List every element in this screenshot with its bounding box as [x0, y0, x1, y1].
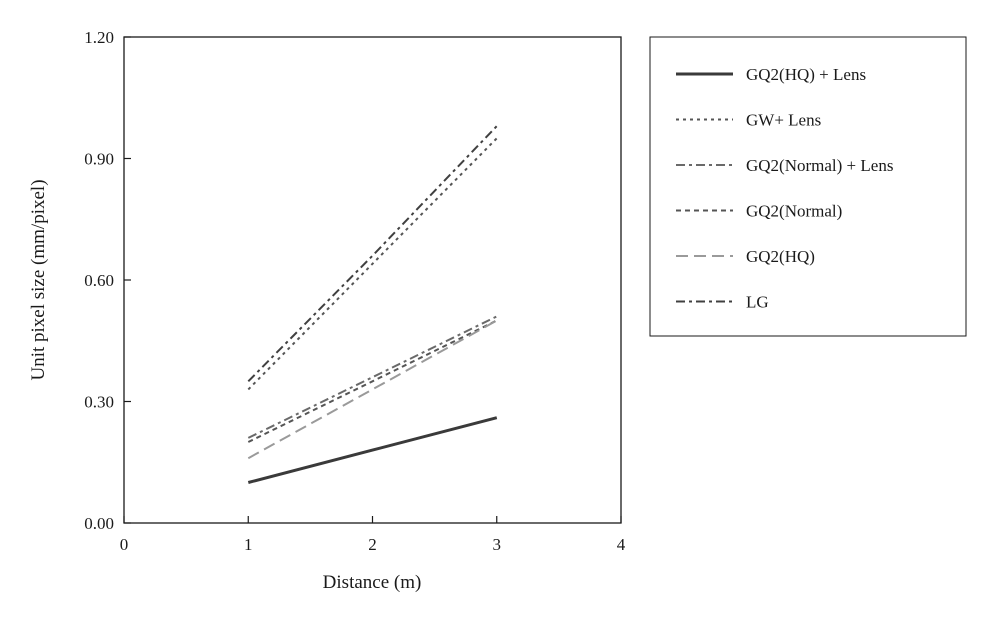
series-lines	[247, 125, 498, 484]
x-tick-label: 1	[244, 535, 253, 554]
y-tick-label: 1.20	[84, 28, 114, 47]
x-tick-label: 2	[368, 535, 377, 554]
legend-label: GQ2(HQ) + Lens	[746, 65, 866, 84]
y-axis-ticks: 0.00 0.30 0.60 0.90 1.20	[84, 28, 131, 533]
y-tick-label: 0.90	[84, 150, 114, 169]
series-line-1	[247, 416, 498, 484]
series-line-4	[247, 319, 498, 443]
y-tick-label: 0.00	[84, 514, 114, 533]
x-tick-label: 3	[493, 535, 502, 554]
x-tick-label: 4	[617, 535, 626, 554]
y-tick-label: 0.30	[84, 393, 114, 412]
legend-label: LG	[746, 293, 769, 312]
x-axis-ticks: 0 1 2 3 4	[120, 516, 626, 554]
y-axis-title: Unit pixel size (mm/pixel)	[28, 179, 49, 380]
legend-box	[649, 36, 967, 337]
series-line-2	[247, 137, 498, 391]
legend-label: GQ2(Normal)	[746, 202, 842, 221]
legend: GQ2(HQ) + Lens GW+ Lens GQ2(Normal) + Lens…	[676, 65, 893, 312]
legend-label: GQ2(Normal) + Lens	[746, 156, 893, 175]
series-line-5	[247, 319, 498, 460]
x-tick-label: 0	[120, 535, 129, 554]
x-axis-title: Distance (m)	[323, 572, 422, 593]
legend-label: GQ2(HQ)	[746, 247, 815, 266]
y-tick-label: 0.60	[84, 271, 114, 290]
series-line-3	[247, 315, 498, 439]
series-line-6	[247, 125, 498, 383]
legend-label: GW+ Lens	[746, 111, 821, 130]
